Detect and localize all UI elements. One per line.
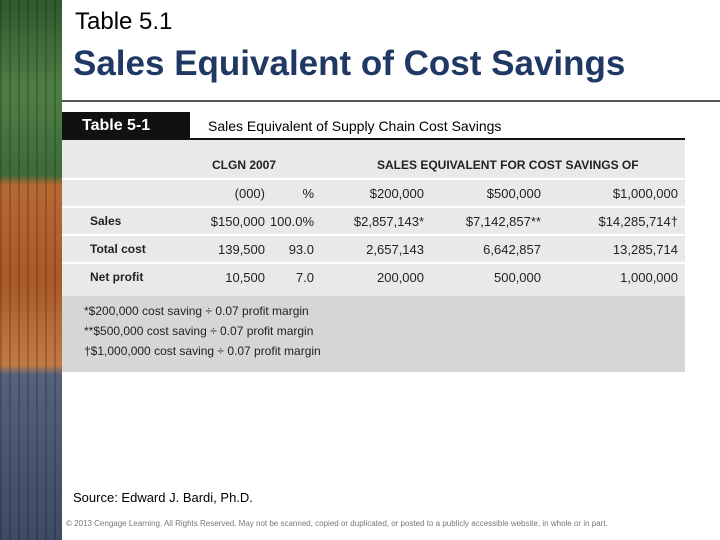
- title-rule: [62, 100, 720, 102]
- units-cell: %: [302, 186, 314, 201]
- units-cell: (000): [234, 186, 265, 201]
- units-cell: $1,000,000: [612, 186, 678, 201]
- side-image-texture: [0, 0, 62, 540]
- table-cell: $2,857,143*: [353, 214, 424, 229]
- row-separator: [62, 234, 685, 236]
- table-cell: $14,285,714†: [598, 214, 678, 229]
- source: Source: Edward J. Bardi, Ph.D.: [73, 490, 253, 505]
- table: Table 5-1 Sales Equivalent of Supply Cha…: [62, 112, 685, 372]
- table-cell: 200,000: [377, 270, 424, 285]
- table-cell: 2,657,143: [366, 242, 424, 257]
- row-separator: [62, 178, 685, 180]
- units-cell: $500,000: [486, 186, 541, 201]
- side-image: [0, 0, 62, 540]
- table-cell: $7,142,857**: [465, 214, 541, 229]
- row-separator: [62, 262, 685, 264]
- table-label: Table 5-1: [62, 112, 190, 140]
- table-cell: $150,000: [210, 214, 265, 229]
- table-cell: 100.0%: [269, 214, 314, 229]
- table-cell: 1,000,000: [620, 270, 678, 285]
- slide-title: Table 5.1: [75, 8, 173, 35]
- group-header: SALES EQUIVALENT FOR COST SAVINGS OF: [377, 158, 639, 172]
- row-separator: [62, 206, 685, 208]
- footnote: †$1,000,000 cost saving ÷ 0.07 profit ma…: [84, 344, 321, 358]
- group-header: CLGN 2007: [212, 158, 277, 172]
- row-label: Sales: [90, 214, 122, 228]
- row-label: Net profit: [90, 270, 144, 284]
- units-cell: $200,000: [369, 186, 424, 201]
- table-cell: 139,500: [218, 242, 265, 257]
- table-cell: 93.0: [288, 242, 314, 257]
- table-cell: 7.0: [295, 270, 314, 285]
- row-label: Total cost: [90, 242, 146, 256]
- footnote: **$500,000 cost saving ÷ 0.07 profit mar…: [84, 324, 314, 338]
- table-cell: 500,000: [494, 270, 541, 285]
- table-caption: Sales Equivalent of Supply Chain Cost Sa…: [190, 112, 685, 140]
- copyright: © 2013 Cengage Learning. All Rights Rese…: [66, 519, 608, 528]
- footnote: *$200,000 cost saving ÷ 0.07 profit marg…: [84, 304, 309, 318]
- table-cell: 10,500: [225, 270, 265, 285]
- table-cell: 13,285,714: [612, 242, 678, 257]
- slide-subtitle: Sales Equivalent of Cost Savings: [73, 44, 626, 83]
- footnotes: *$200,000 cost saving ÷ 0.07 profit marg…: [62, 296, 685, 372]
- table-cell: 6,642,857: [483, 242, 541, 257]
